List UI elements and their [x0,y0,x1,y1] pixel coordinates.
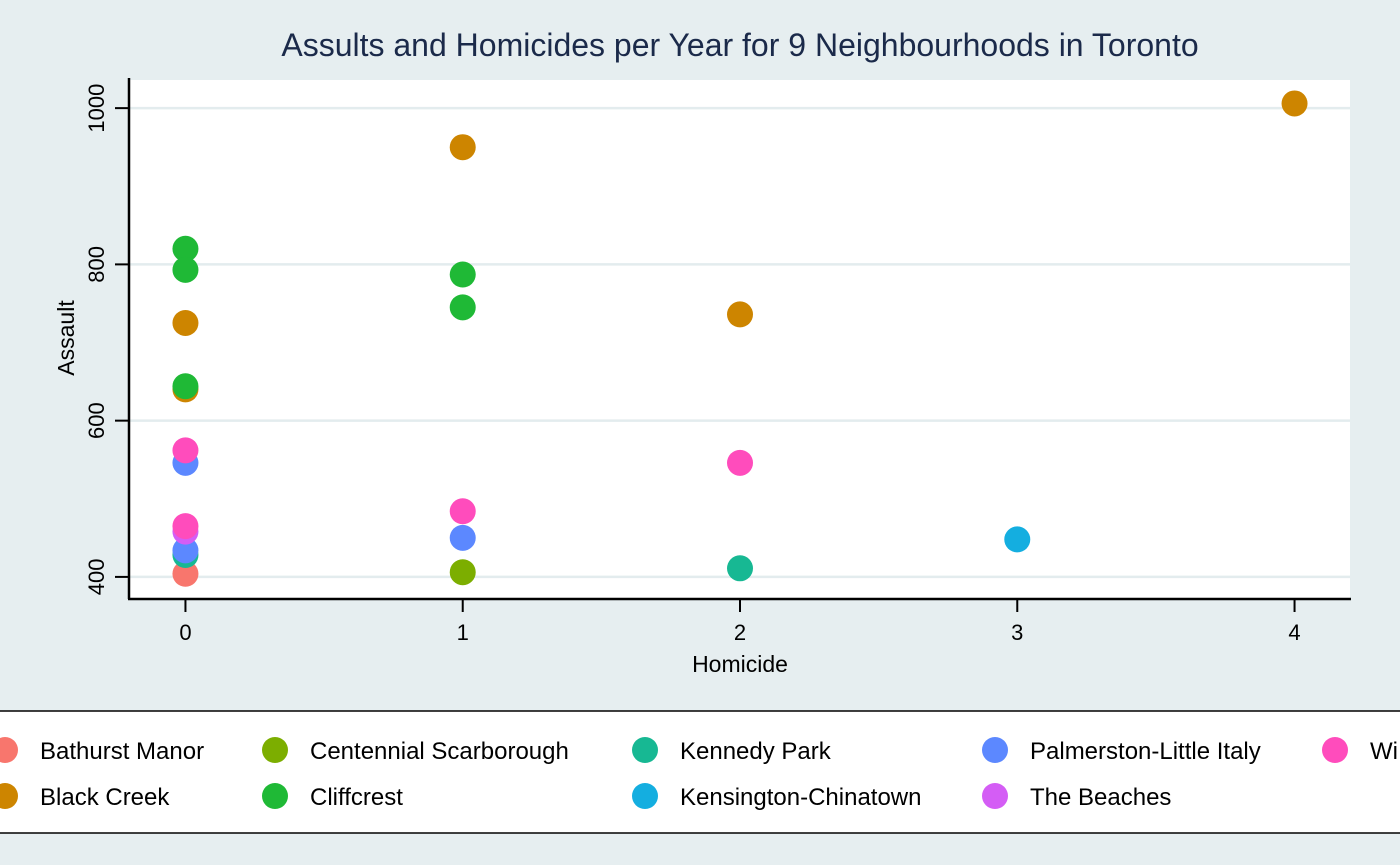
point-series-3 [172,235,199,262]
legend-label: Bathurst Manor [40,738,204,765]
point-series-3 [172,373,199,400]
legend-marker [1322,737,1348,763]
x-tick-label: 0 [179,620,191,645]
point-series-1 [727,301,753,328]
point-series-6 [449,524,476,551]
point-series-8 [727,449,753,476]
legend-marker [0,737,18,763]
point-series-2 [449,559,476,586]
x-tick-label: 1 [457,620,469,645]
y-tick-label: 400 [84,559,109,596]
legend-marker [982,783,1008,809]
legend-label: Wi [1370,738,1398,765]
legend-marker [632,783,658,809]
legend-label: Black Creek [40,784,170,811]
point-series-1 [449,134,476,161]
point-series-3 [449,294,476,321]
point-series-3 [449,261,476,288]
y-tick-label: 600 [84,402,109,439]
legend-marker [632,737,658,763]
legend-marker [262,783,288,809]
x-axis-ticks: 0 1 2 3 4 [179,599,1301,645]
y-tick-label: 800 [84,246,109,283]
legend-marker [262,737,288,763]
legend-label: The Beaches [1030,784,1171,811]
point-series-8 [449,498,476,525]
x-tick-label: 3 [1011,620,1023,645]
point-series-8 [172,513,199,540]
point-series-0 [172,560,199,587]
data-points [172,90,1308,587]
y-axis-ticks: 400 600 800 1000 [84,84,129,596]
point-series-1 [172,309,199,336]
legend-items: Bathurst Manor Black Creek Centennial Scar… [0,737,1398,811]
chart-title: Assults and Homicides per Year for 9 Nei… [281,27,1198,63]
legend-label: Kennedy Park [680,738,832,765]
legend-label: Palmerston-Little Italy [1030,738,1261,765]
legend-marker [0,783,18,809]
legend: Bathurst Manor Black Creek Centennial Scar… [0,710,1400,834]
x-tick-label: 2 [734,620,746,645]
legend-marker [982,737,1008,763]
point-series-5 [1004,526,1031,553]
y-tick-label: 1000 [84,84,109,133]
point-series-3 [172,256,199,283]
plot-area [130,80,1350,598]
x-axis-label: Homicide [692,651,788,677]
point-series-4 [727,555,753,582]
point-series-6 [172,537,199,564]
y-axis-label: Assault [53,300,79,376]
x-tick-label: 4 [1288,620,1300,645]
point-series-8 [172,437,199,464]
legend-box [0,710,1400,834]
point-series-1 [1281,90,1308,117]
legend-label: Cliffcrest [310,784,403,811]
legend-label: Centennial Scarborough [310,738,569,765]
legend-label: Kensington-Chinatown [680,784,922,811]
